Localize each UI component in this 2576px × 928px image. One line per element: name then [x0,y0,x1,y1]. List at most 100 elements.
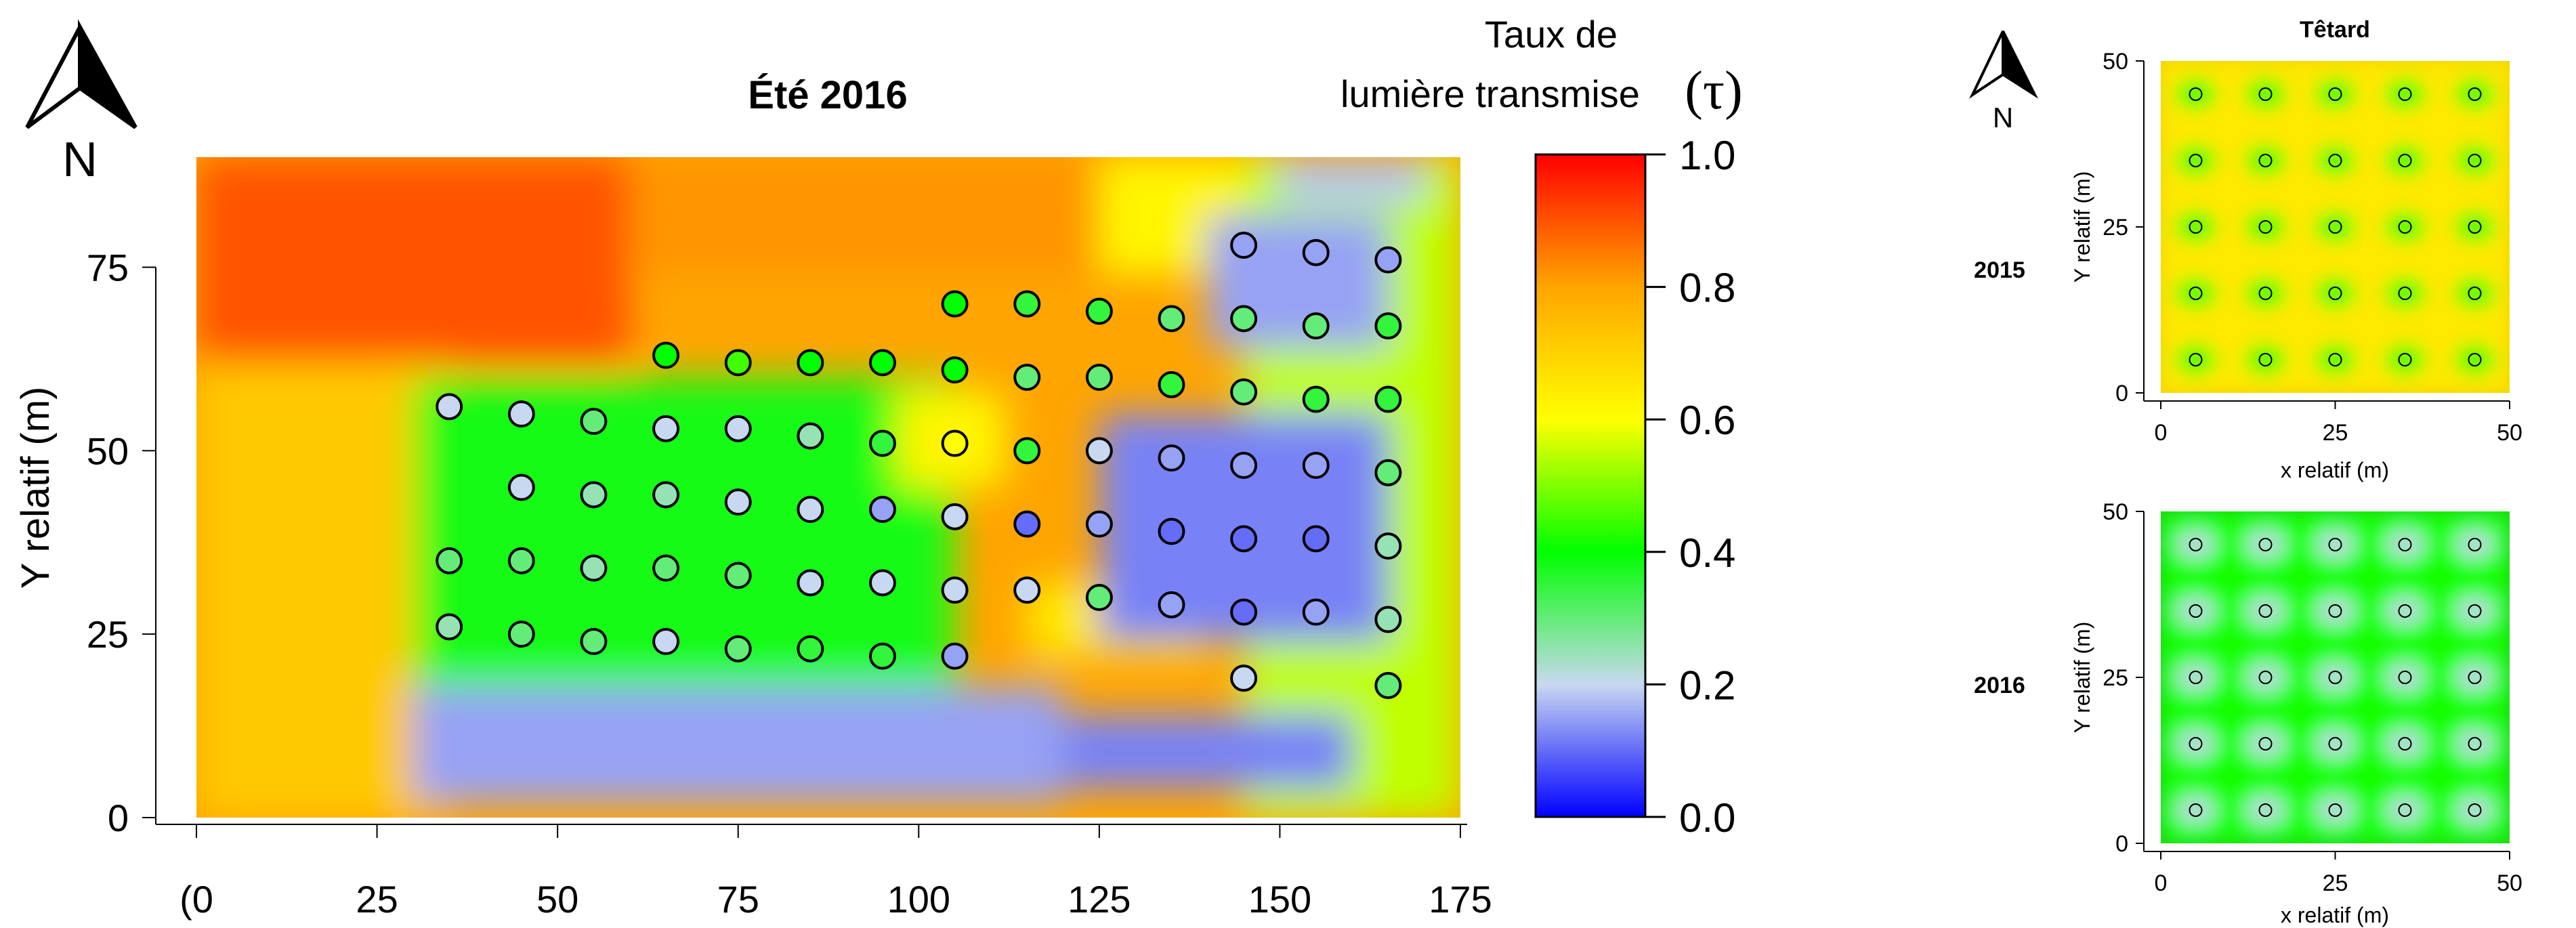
colorbar-tick-label: 0.0 [1679,795,1735,841]
tree-marker [2328,154,2342,167]
row-label-2015: 2015 [1974,257,2025,283]
side-heatmap-2016-axes: 0 0 25 25 50 50 [2103,499,2522,896]
tree-shade [2384,345,2426,375]
tree-shade [2315,79,2356,109]
side-x-tick-label: 25 [2323,870,2348,896]
tree-marker [507,547,535,574]
tree-shade [2315,212,2356,242]
tree-shade [2245,146,2286,175]
tree-shade [2454,345,2495,375]
tree-marker [580,481,608,509]
tree-marker [797,496,824,523]
tree-marker [2258,538,2273,551]
tree-marker [941,290,969,318]
tree-shade [2245,278,2286,308]
tree-marker [652,415,680,442]
tree-marker [724,488,752,516]
side-heatmap-2016-trees [2189,538,2482,817]
side-heatmap-2015-field [2161,61,2510,393]
main-axes: (0 25 50 75 100 125 150 175 0 25 50 75 [87,247,1492,921]
tree-marker [580,408,608,435]
side-x-tick-label: 50 [2497,870,2522,896]
tree-marker [868,642,896,670]
tree-marker [2328,604,2342,618]
tree-marker [2328,353,2342,366]
tree-marker [1374,532,1402,560]
tree-marker [1230,378,1258,406]
tree-marker [2258,604,2273,618]
tree-marker [2258,737,2273,751]
tree-marker [1302,312,1330,340]
tree-shade [2384,729,2426,759]
tree-shade [2384,278,2426,308]
north-label-main: N [62,133,98,187]
tree-marker [724,415,752,442]
tree-marker [1374,672,1402,699]
tree-marker [868,349,896,377]
heatmap-zone [1280,157,1424,201]
tree-marker [2398,538,2412,551]
tree-shade [2454,795,2495,825]
tree-marker [1158,591,1185,618]
tree-marker [1374,385,1402,413]
tree-marker [1085,437,1113,465]
heatmap-zone [413,377,955,715]
side-y-tick-label: 0 [2115,381,2128,406]
tree-shade [2384,795,2426,825]
colorbar-tick-label: 0.4 [1679,530,1735,576]
tree-marker [652,628,680,655]
tree-marker [2468,671,2482,684]
tree-marker [1230,525,1258,553]
tree-shade [2454,146,2495,175]
tree-shade [2175,596,2216,626]
tree-marker [2398,353,2412,366]
tree-marker [580,628,608,655]
tree-marker [436,393,463,421]
main-x-tick-label: 50 [536,878,578,921]
tree-shade [2384,662,2426,692]
tree-marker [1302,598,1330,626]
tree-marker [1230,305,1258,333]
heatmap-zone [196,157,630,363]
tree-marker [2189,538,2203,551]
tree-shade [2245,729,2286,759]
tree-marker [724,635,752,662]
tree-marker [1085,297,1113,325]
tree-marker [1302,452,1330,479]
side-2015-y-axis-label: Y relatif (m) [2070,171,2094,283]
tree-marker [868,569,896,597]
colorbar-gradient [1534,153,1647,818]
tree-marker [1230,452,1258,479]
tree-marker [1085,364,1113,391]
side-heatmap-2015-axes: 0 0 25 25 50 50 [2103,49,2522,446]
tree-marker [1302,238,1330,266]
tree-marker [2189,604,2203,618]
tree-marker [507,473,535,501]
tree-marker [2398,154,2412,167]
tree-marker [2398,220,2412,234]
tree-marker [1158,371,1185,398]
tree-marker [2328,87,2342,101]
tree-marker [2258,803,2273,817]
tree-marker [436,613,463,641]
tree-shade [2454,596,2495,626]
tree-marker [2189,737,2203,751]
main-x-tick-label: 100 [887,878,950,921]
tree-shade [2175,345,2216,375]
colorbar-tick-label: 0.8 [1679,266,1735,311]
tree-marker [2189,87,2203,101]
tree-marker [2398,671,2412,684]
tree-shade [2384,146,2426,175]
tree-marker [724,349,752,377]
side-y-tick-label: 50 [2103,499,2128,525]
tree-marker [2468,737,2482,751]
tree-marker [868,496,896,523]
tree-marker [941,429,969,457]
colorbar: Taux de lumière transmise (τ) 0.00.20.40… [1340,13,1743,841]
colorbar-ticks: 0.0 0.2 0.4 0.6 0.8 1.0 [1645,133,1735,841]
main-chart-title: Été 2016 [748,73,907,117]
side-y-tick-label: 25 [2103,215,2128,240]
main-y-axis-label: Y relatif (m) [14,387,58,589]
tree-marker [1374,246,1402,274]
tree-shade [2454,729,2495,759]
